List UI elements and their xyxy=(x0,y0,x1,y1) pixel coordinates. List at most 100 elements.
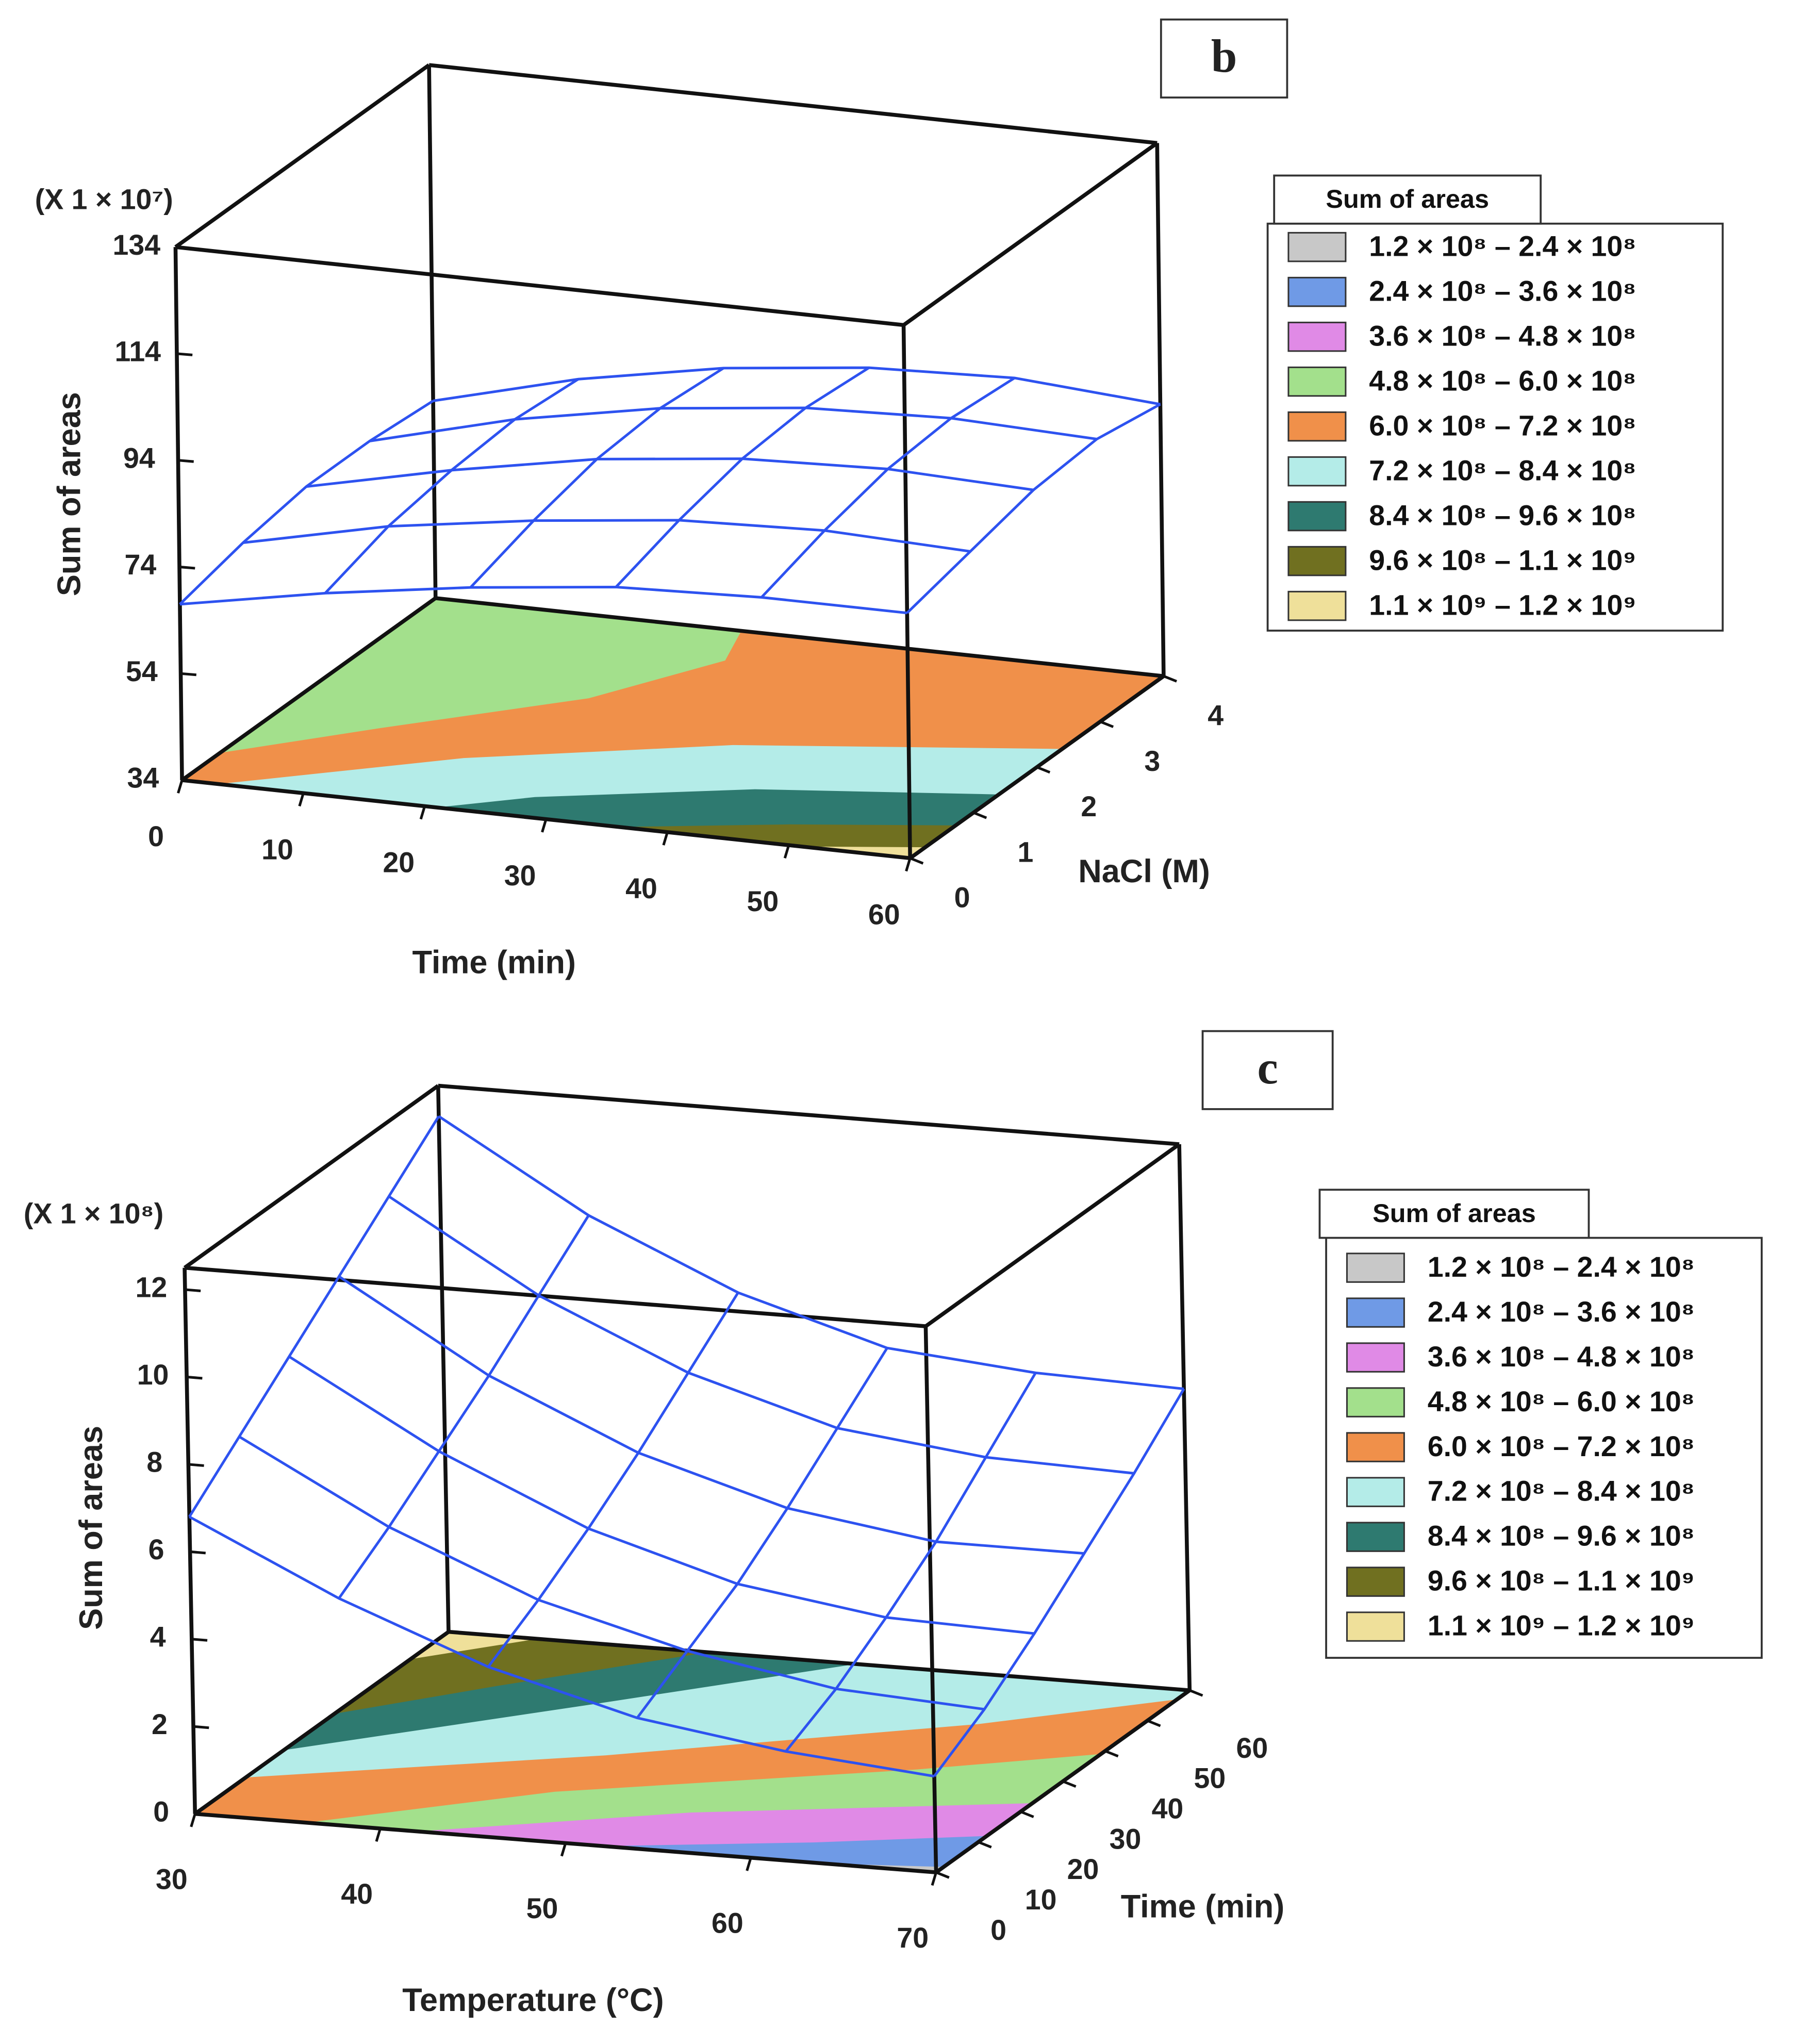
z-tick xyxy=(175,245,191,250)
x-tick-label: 0 xyxy=(148,820,164,852)
x-tick xyxy=(177,780,184,794)
legend-swatch xyxy=(1346,1567,1405,1597)
surface-column xyxy=(615,366,870,588)
z-tick-label: 34 xyxy=(127,762,159,794)
legend-label: 1.1 × 10⁹ – 1.2 × 10⁹ xyxy=(1369,589,1636,621)
z-tick xyxy=(193,1725,209,1729)
x-tick xyxy=(541,818,548,833)
z-tick xyxy=(176,352,193,356)
x-tick-label: 50 xyxy=(747,885,779,917)
z-tick-label: 2 xyxy=(152,1708,168,1740)
x-tick-label: 30 xyxy=(504,860,536,892)
panel-label: c xyxy=(1257,1042,1278,1094)
y-tick-label: 30 xyxy=(1110,1823,1142,1855)
y-tick-label: 0 xyxy=(990,1914,1006,1946)
legend-label: 9.6 × 10⁸ – 1.1 × 10⁹ xyxy=(1369,544,1636,576)
legend-label: 2.4 × 10⁸ – 3.6 × 10⁸ xyxy=(1428,1296,1695,1328)
surface-row xyxy=(243,519,971,553)
legend-swatch xyxy=(1287,276,1347,307)
x-tick-label: 40 xyxy=(625,872,657,904)
panel-box xyxy=(1160,18,1288,99)
y-tick-label: 60 xyxy=(1236,1732,1268,1764)
legend-label: 3.6 × 10⁸ – 4.8 × 10⁸ xyxy=(1369,320,1636,352)
y-tick xyxy=(973,811,987,819)
z-tick xyxy=(195,1812,211,1817)
surface-row xyxy=(179,585,907,615)
x-tick-label: 60 xyxy=(712,1907,743,1939)
box-edge xyxy=(427,65,438,598)
legend-label: 8.4 × 10⁸ – 9.6 × 10⁸ xyxy=(1369,499,1636,531)
legend-title-box xyxy=(1273,174,1542,225)
legend-swatch xyxy=(1346,1297,1405,1328)
box-edge xyxy=(183,1084,440,1270)
z-tick xyxy=(191,1638,208,1642)
y-tick-label: 10 xyxy=(1025,1884,1057,1916)
box-edge xyxy=(924,1142,1181,1328)
y-tick xyxy=(1062,1780,1077,1788)
contour-band xyxy=(220,598,741,753)
z-axis-title: Sum of areas xyxy=(73,1426,109,1630)
surface-column xyxy=(324,378,579,595)
y-tick xyxy=(978,1840,992,1849)
box-edge xyxy=(183,1267,197,1814)
legend-swatch xyxy=(1346,1611,1405,1642)
legend-swatch xyxy=(1346,1477,1405,1507)
legend-label: 3.6 × 10⁸ – 4.8 × 10⁸ xyxy=(1428,1341,1695,1373)
z-tick xyxy=(185,1288,201,1292)
y-tick xyxy=(1104,1750,1119,1758)
y-tick-label: 3 xyxy=(1144,745,1160,777)
legend-label: 1.1 × 10⁹ – 1.2 × 10⁹ xyxy=(1428,1610,1695,1642)
y-tick xyxy=(1147,1719,1161,1727)
z-axis-title: Sum of areas xyxy=(51,392,87,596)
legend-title: Sum of areas xyxy=(1326,184,1489,213)
y-tick xyxy=(910,856,924,865)
y-tick xyxy=(935,1871,950,1879)
z-tick xyxy=(178,459,194,463)
legend-swatch xyxy=(1287,321,1347,352)
x-tick xyxy=(905,858,912,872)
box-edge xyxy=(180,596,437,782)
box-edge xyxy=(1177,1144,1192,1691)
legend-swatch xyxy=(1287,546,1347,576)
legend-title-box xyxy=(1318,1189,1590,1239)
legend-label: 1.2 × 10⁸ – 2.4 × 10⁸ xyxy=(1369,230,1636,262)
x-tick-label: 10 xyxy=(261,833,293,865)
box-edge xyxy=(1155,143,1166,677)
x-tick-label: 60 xyxy=(868,898,900,930)
x-tick-label: 70 xyxy=(897,1922,929,1954)
legend-swatch xyxy=(1346,1342,1405,1373)
surface-column xyxy=(785,1372,1037,1753)
z-tick-label: 12 xyxy=(135,1272,167,1304)
surface-column xyxy=(188,1115,440,1518)
box-edge xyxy=(175,245,904,327)
x-tick-label: 50 xyxy=(526,1892,558,1924)
box-edge xyxy=(448,1629,1190,1692)
legend-swatch xyxy=(1346,1522,1405,1552)
box-edge xyxy=(438,1083,1180,1146)
legend-swatch xyxy=(1287,501,1347,532)
y-axis-title: Time (min) xyxy=(1121,1888,1285,1924)
y-tick-label: 0 xyxy=(954,882,970,914)
x-tick-label: 40 xyxy=(341,1878,373,1910)
x-axis-title: Time (min) xyxy=(412,945,576,981)
box-edge xyxy=(174,63,431,249)
z-tick-label: 8 xyxy=(146,1446,162,1478)
y-tick-label: 4 xyxy=(1208,700,1224,732)
x-tick-label: 30 xyxy=(156,1863,188,1895)
box-edge xyxy=(436,1085,451,1632)
legend-swatch xyxy=(1287,590,1347,621)
surface-column xyxy=(487,1292,739,1668)
legend-label: 4.8 × 10⁸ – 6.0 × 10⁸ xyxy=(1428,1386,1695,1417)
x-tick xyxy=(783,845,790,859)
legend-swatch xyxy=(1346,1432,1405,1462)
legend-label: 8.4 × 10⁸ – 9.6 × 10⁸ xyxy=(1428,1520,1695,1552)
legend-label: 7.2 × 10⁸ – 8.4 × 10⁸ xyxy=(1428,1475,1695,1507)
z-tick xyxy=(180,672,196,677)
box-edge xyxy=(428,63,1158,145)
surface-row xyxy=(433,366,1161,406)
y-tick xyxy=(1189,1689,1203,1697)
legend-swatch xyxy=(1287,366,1347,397)
z-tick xyxy=(181,779,198,783)
surface-column xyxy=(179,400,434,605)
